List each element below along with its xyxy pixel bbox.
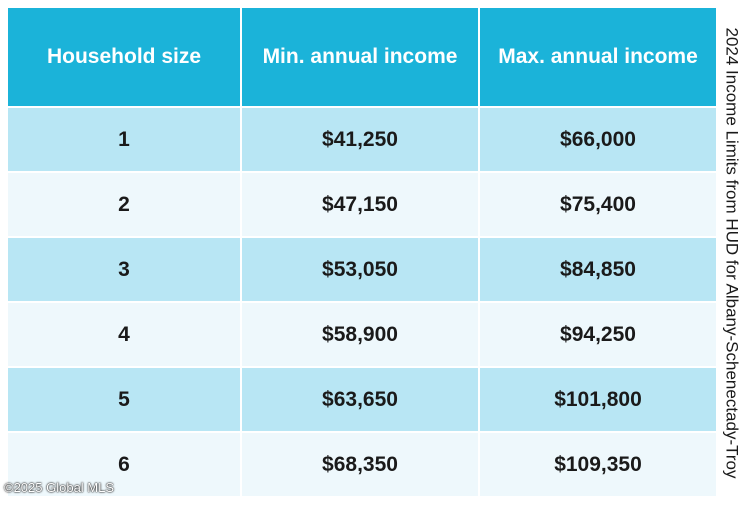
table-cell-min-income: $53,050	[242, 238, 478, 303]
side-title-text: 2024 Income Limits from HUD for Albany-S…	[722, 27, 741, 479]
table-cell-household-size: 2	[8, 173, 240, 238]
table-cell-household-size: 1	[8, 108, 240, 173]
table-cell-max-income: $94,250	[480, 303, 716, 368]
column-header-min-income: Min. annual income	[242, 8, 478, 108]
table-cell-min-income: $47,150	[242, 173, 478, 238]
column-header-max-income: Max. annual income	[480, 8, 716, 108]
table-cell-max-income: $66,000	[480, 108, 716, 173]
table-cell-min-income: $68,350	[242, 433, 478, 498]
copyright-watermark: ©2025 Global MLS	[4, 480, 115, 495]
side-title: 2024 Income Limits from HUD for Albany-S…	[712, 8, 750, 498]
table-cell-min-income: $63,650	[242, 368, 478, 433]
table-cell-household-size: 3	[8, 238, 240, 303]
table-cell-household-size: 6	[8, 433, 240, 498]
table-cell-min-income: $41,250	[242, 108, 478, 173]
table-cell-max-income: $75,400	[480, 173, 716, 238]
income-limits-table: Household size Min. annual income Max. a…	[8, 8, 716, 498]
table-cell-max-income: $101,800	[480, 368, 716, 433]
table-cell-min-income: $58,900	[242, 303, 478, 368]
column-header-household-size: Household size	[8, 8, 240, 108]
table-cell-max-income: $84,850	[480, 238, 716, 303]
table-cell-household-size: 5	[8, 368, 240, 433]
table-cell-max-income: $109,350	[480, 433, 716, 498]
table-cell-household-size: 4	[8, 303, 240, 368]
